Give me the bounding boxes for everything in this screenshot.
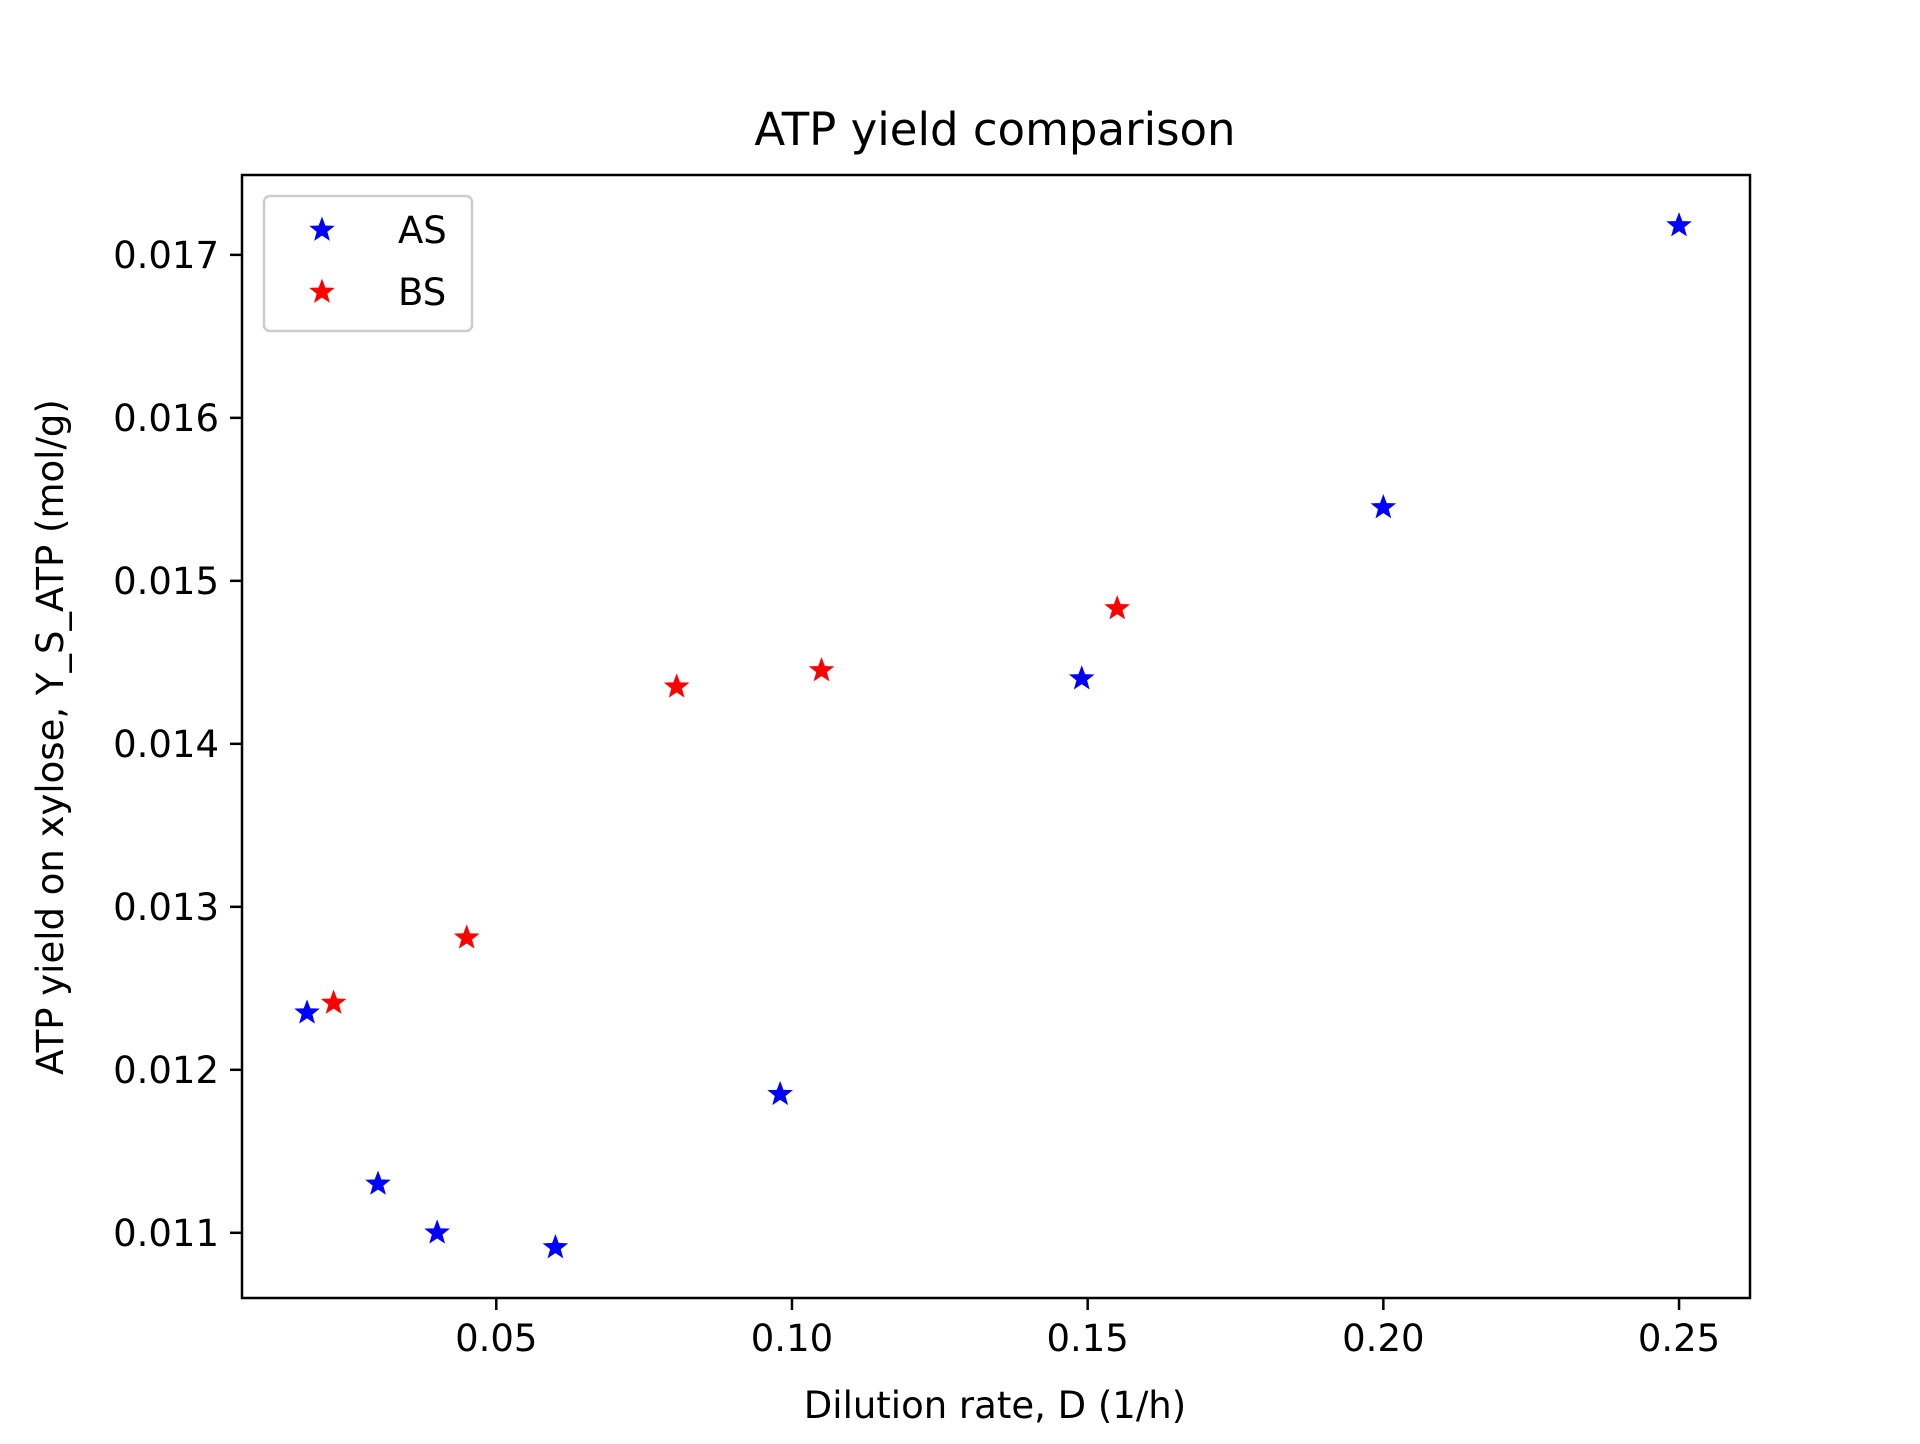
y-tick-label: 0.011: [113, 1212, 219, 1255]
x-tick-label: 0.10: [751, 1317, 833, 1360]
y-tick-label: 0.013: [113, 886, 219, 929]
data-point-as: [767, 1080, 793, 1106]
x-tick-label: 0.15: [1046, 1317, 1128, 1360]
y-axis-label: ATP yield on xylose, Y_S_ATP (mol/g): [29, 399, 72, 1075]
y-axis-ticks: 0.011 0.012 0.013 0.014 0.015 0.016 0.017: [113, 234, 242, 1255]
legend-marker-as: [309, 216, 335, 241]
series-as: [294, 212, 1692, 1259]
x-axis-ticks: 0.05 0.10 0.15 0.20 0.25: [455, 1298, 1720, 1360]
y-tick-label: 0.015: [113, 560, 219, 603]
data-point-as: [1666, 212, 1692, 237]
legend-items: AS BS: [309, 209, 447, 314]
series-bs: [320, 595, 1131, 1014]
data-point-as: [424, 1219, 450, 1244]
y-tick-label: 0.016: [113, 397, 219, 440]
legend-label-as: AS: [398, 209, 447, 252]
data-point-bs: [1104, 595, 1131, 620]
legend-label-bs: BS: [398, 271, 446, 314]
legend: AS BS: [262, 194, 474, 333]
x-axis-label: Dilution rate, D (1/h): [804, 1384, 1186, 1427]
data-point-bs: [808, 657, 835, 682]
data-point-as: [365, 1170, 391, 1195]
data-point-as: [1370, 494, 1397, 519]
plot-frame: [240, 173, 1752, 1300]
y-tick-label: 0.014: [113, 723, 219, 766]
data-point-bs: [663, 673, 690, 698]
data-point-as: [294, 999, 320, 1024]
y-tick-label: 0.012: [113, 1049, 219, 1092]
x-tick-label: 0.05: [455, 1317, 537, 1360]
x-tick-label: 0.20: [1342, 1317, 1424, 1360]
x-tick-label: 0.25: [1638, 1317, 1720, 1360]
data-point-bs: [453, 924, 480, 949]
data-point-as: [542, 1234, 569, 1259]
data-points: [294, 212, 1692, 1259]
y-tick-label: 0.017: [113, 234, 219, 277]
chart-title: ATP yield comparison: [754, 103, 1235, 156]
legend-marker-bs: [309, 278, 335, 303]
data-point-bs: [320, 989, 347, 1014]
data-point-as: [1068, 665, 1095, 690]
